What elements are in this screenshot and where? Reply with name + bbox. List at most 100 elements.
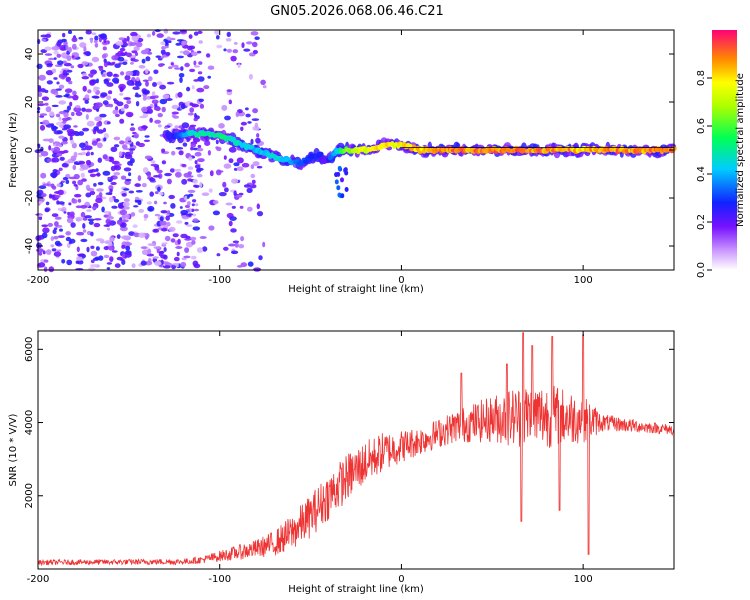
noise-blob bbox=[86, 188, 95, 192]
noise-blob bbox=[124, 242, 133, 246]
noise-blob bbox=[47, 222, 53, 227]
noise-blob bbox=[193, 60, 197, 66]
noise-blob bbox=[128, 172, 132, 177]
noise-blob bbox=[98, 66, 104, 72]
noise-blob bbox=[163, 126, 168, 129]
noise-blob bbox=[223, 163, 232, 169]
noise-blob bbox=[75, 217, 81, 222]
noise-blob bbox=[147, 205, 155, 212]
x-tick-label: 100 bbox=[574, 574, 593, 585]
noise-blob bbox=[187, 171, 192, 176]
noise-blob bbox=[58, 144, 63, 148]
noise-blob bbox=[55, 88, 62, 91]
noise-blob bbox=[204, 140, 211, 146]
noise-blob bbox=[223, 246, 229, 251]
noise-blob bbox=[67, 30, 73, 34]
noise-blob bbox=[82, 72, 87, 77]
noise-blob bbox=[181, 163, 187, 167]
noise-blob bbox=[128, 148, 136, 151]
noise-blob bbox=[120, 71, 125, 76]
noise-blob bbox=[145, 80, 149, 87]
noise-blob bbox=[51, 68, 57, 74]
noise-blob bbox=[87, 89, 92, 94]
noise-blob bbox=[55, 121, 64, 126]
noise-blob bbox=[174, 169, 182, 172]
noise-blob bbox=[93, 40, 98, 43]
noise-blob bbox=[134, 183, 141, 188]
noise-blob bbox=[90, 37, 93, 44]
noise-blob bbox=[91, 56, 100, 63]
noise-blob bbox=[252, 161, 260, 167]
colorbar-tick-label: 0.8 bbox=[696, 70, 707, 86]
noise-blob bbox=[126, 100, 132, 105]
noise-blob bbox=[154, 200, 158, 205]
noise-blob bbox=[184, 238, 192, 241]
x-tick-label: -100 bbox=[208, 574, 231, 585]
colorbar-tick-label: 0.6 bbox=[696, 118, 707, 134]
noise-blob bbox=[123, 167, 132, 172]
noise-blob bbox=[178, 73, 185, 78]
noise-blob bbox=[95, 246, 100, 251]
noise-blob bbox=[141, 106, 149, 113]
noise-blob bbox=[197, 30, 203, 34]
noise-blob bbox=[38, 154, 42, 158]
noise-blob bbox=[66, 105, 71, 111]
noise-blob bbox=[97, 157, 103, 163]
noise-blob bbox=[119, 47, 126, 52]
noise-blob bbox=[141, 183, 147, 188]
noise-blob bbox=[76, 246, 80, 253]
noise-blob bbox=[183, 255, 191, 259]
noise-blob bbox=[129, 157, 135, 164]
noise-blob bbox=[236, 157, 244, 164]
noise-blob bbox=[189, 236, 197, 241]
noise-blob bbox=[121, 259, 126, 266]
noise-blob bbox=[102, 100, 109, 105]
noise-blob bbox=[81, 107, 86, 112]
noise-blob bbox=[154, 213, 160, 217]
noise-blob bbox=[177, 238, 181, 245]
noise-blob bbox=[193, 79, 200, 82]
noise-blob bbox=[66, 217, 74, 224]
noise-blob bbox=[135, 92, 139, 96]
noise-blob bbox=[81, 76, 90, 80]
noise-blob bbox=[73, 125, 78, 128]
noise-blob bbox=[96, 129, 104, 134]
noise-blob bbox=[168, 194, 175, 200]
noise-blob bbox=[193, 65, 200, 68]
noise-blob bbox=[150, 160, 156, 164]
noise-blob bbox=[83, 46, 87, 53]
noise-blob bbox=[181, 257, 187, 261]
noise-blob bbox=[187, 178, 193, 182]
noise-blob bbox=[224, 115, 231, 121]
noise-blob bbox=[154, 191, 159, 195]
noise-blob bbox=[162, 94, 170, 99]
noise-blob bbox=[57, 249, 62, 252]
noise-blob bbox=[90, 264, 98, 268]
noise-blob bbox=[188, 34, 193, 39]
noise-blob bbox=[149, 117, 153, 123]
noise-blob bbox=[161, 46, 166, 50]
noise-blob bbox=[175, 171, 182, 178]
noise-blob bbox=[71, 37, 78, 43]
noise-blob bbox=[196, 87, 205, 93]
noise-blob bbox=[202, 246, 208, 252]
noise-blob bbox=[103, 133, 109, 139]
noise-blob bbox=[117, 56, 125, 62]
noise-blob bbox=[184, 221, 189, 225]
noise-blob bbox=[121, 219, 129, 223]
noise-blob bbox=[88, 73, 94, 77]
noise-blob bbox=[54, 221, 59, 227]
noise-blob bbox=[42, 183, 51, 186]
noise-blob bbox=[245, 107, 249, 111]
noise-blob bbox=[106, 71, 113, 77]
noise-blob bbox=[159, 191, 164, 196]
noise-blob bbox=[63, 62, 72, 67]
noise-blob bbox=[212, 200, 219, 205]
ridge-point bbox=[407, 144, 414, 149]
noise-blob bbox=[66, 55, 72, 61]
noise-blob bbox=[254, 36, 260, 40]
noise-blob bbox=[119, 140, 125, 145]
noise-blob bbox=[65, 179, 70, 184]
noise-blob bbox=[90, 151, 94, 156]
noise-blob bbox=[207, 65, 215, 70]
